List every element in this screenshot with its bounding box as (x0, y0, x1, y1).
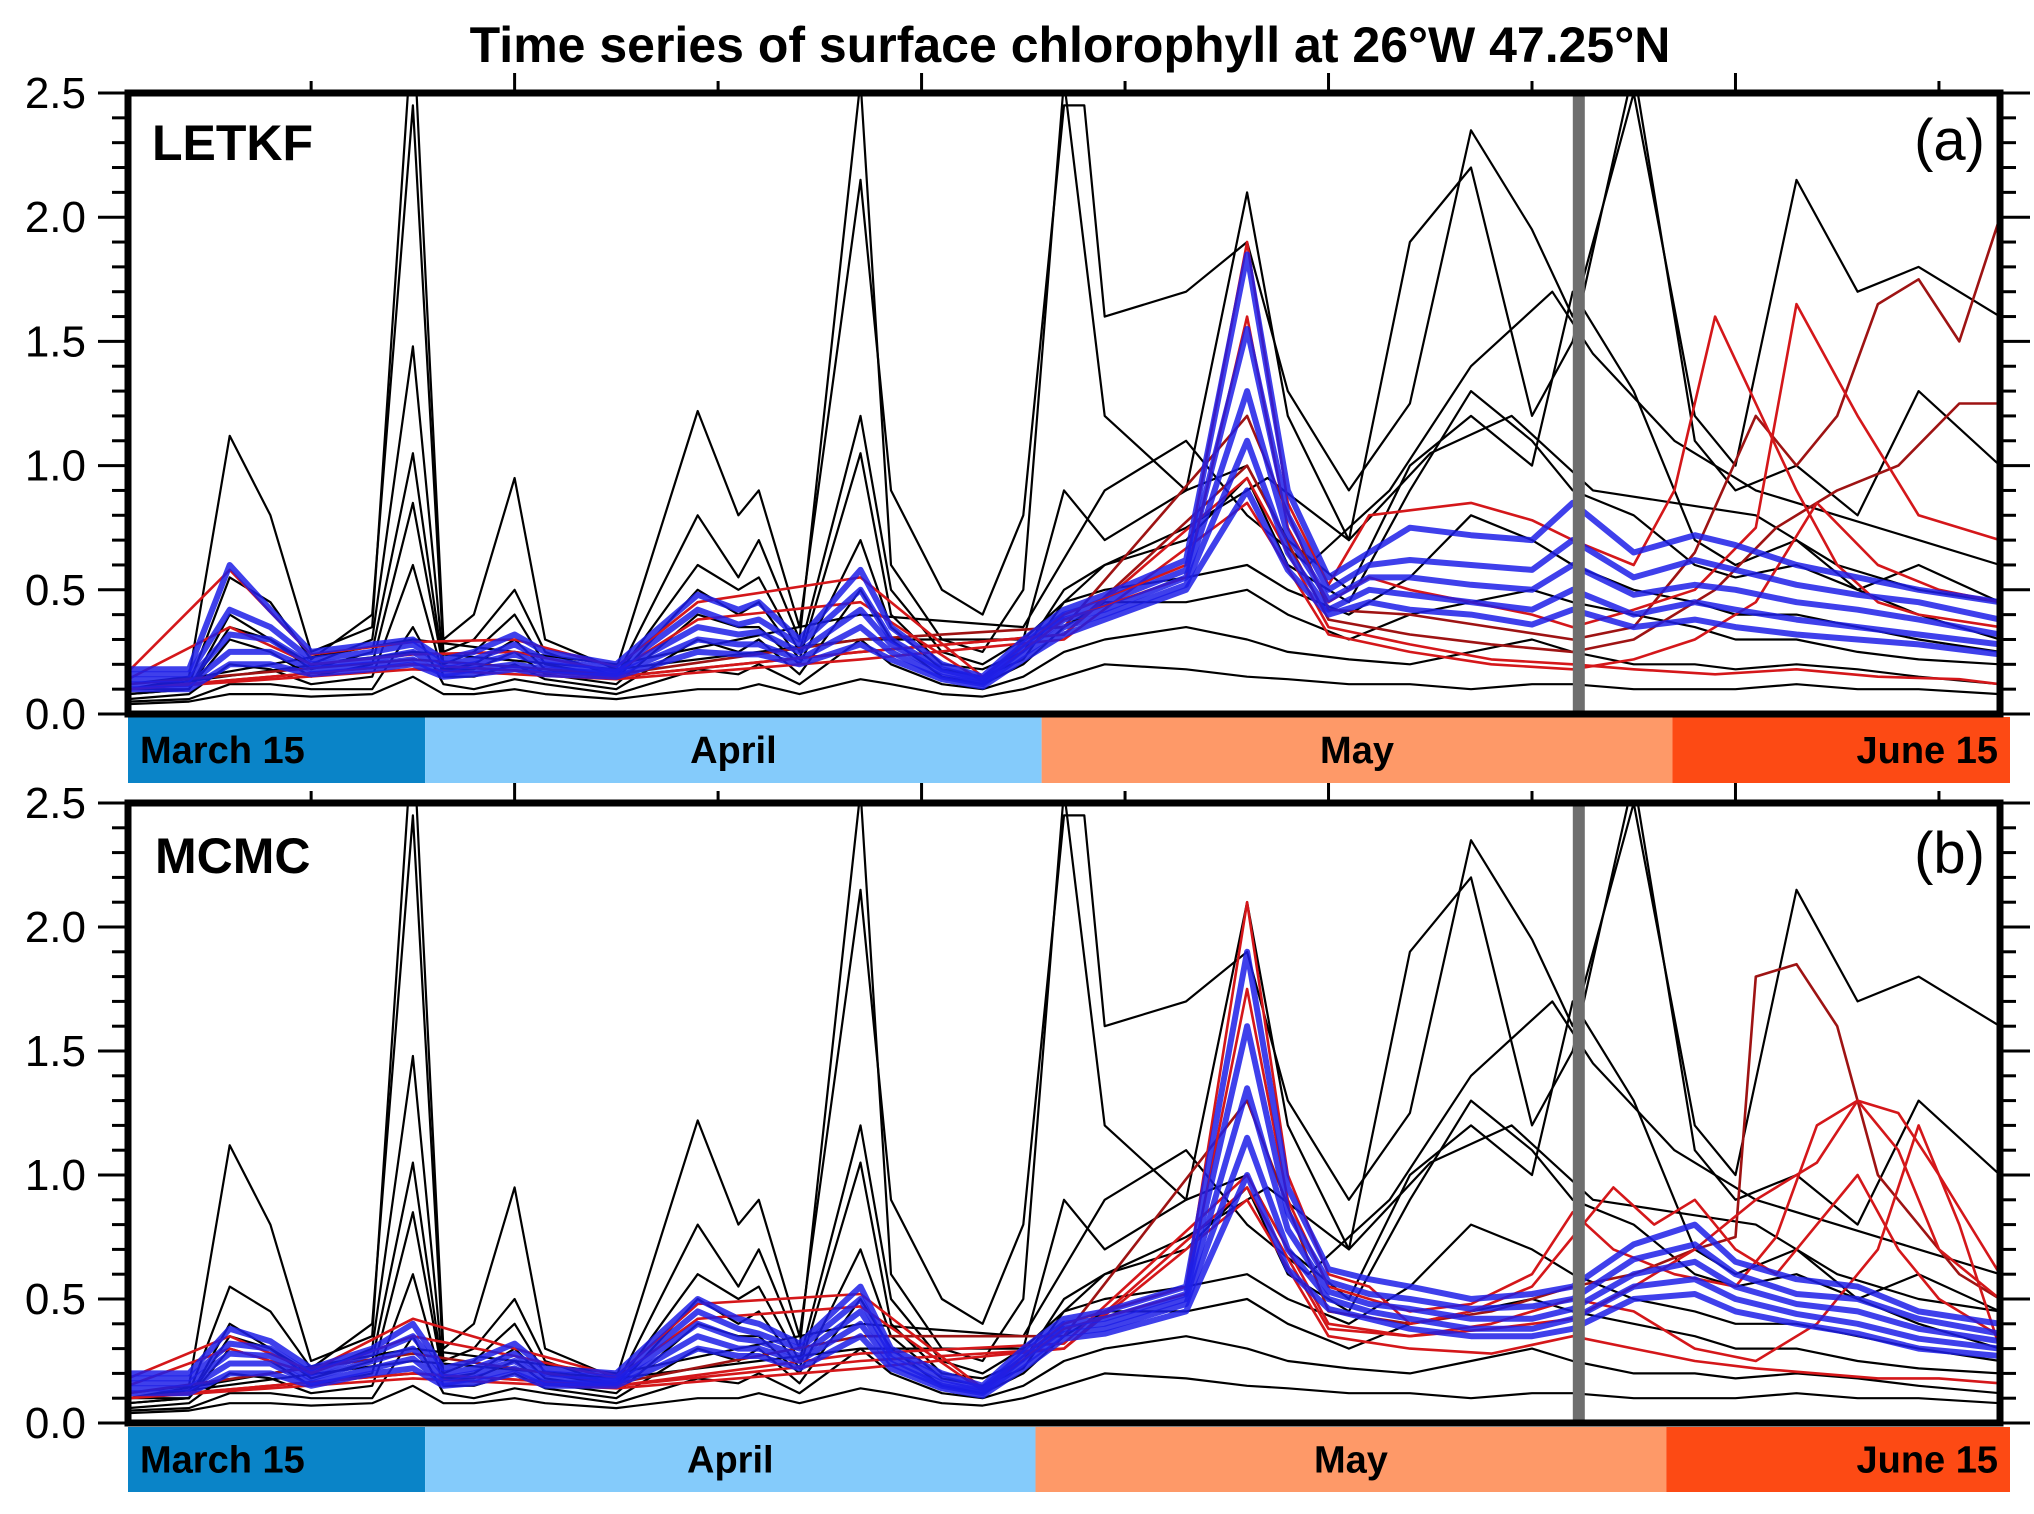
traces-b (128, 803, 2000, 1415)
y-tick-label: 1.5 (25, 1027, 86, 1076)
panel-tag-b: (b) (1914, 821, 1985, 886)
series-line-analysis_red (128, 900, 2000, 1390)
axes-b: 0.0 0.5 1.0 1.5 2.0 2.5 (25, 779, 2030, 1448)
series-line-free_ensemble (128, 93, 2000, 691)
series-line-free_ensemble (128, 663, 2000, 706)
marker-line-b (1572, 803, 1585, 1423)
series-line-analysis_red (128, 476, 2000, 691)
month-segment-may (1035, 1427, 1667, 1492)
y-tick-label: 1.5 (25, 317, 86, 366)
panel-tag-a: (a) (1914, 108, 1985, 173)
y-tick-label: 0.0 (25, 1399, 86, 1448)
series-line-free_ensemble (128, 93, 2000, 686)
series-line-free_ensemble (128, 803, 2000, 1395)
y-tick-label: 2.0 (25, 903, 86, 952)
y-tick-label: 0.5 (25, 566, 86, 615)
panel-name-a: LETKF (152, 115, 313, 171)
series-line-analysis_blue (128, 1172, 2000, 1399)
series-line-analysis_darkred (128, 216, 2000, 686)
month-label: June 15 (1856, 730, 1998, 772)
month-segment-june-15 (1666, 1427, 2010, 1492)
y-tick-label: 1.0 (25, 1151, 86, 1200)
month-segment-june-15 (1672, 717, 2010, 783)
month-segment-april (425, 1427, 1036, 1492)
marker-line-a (1572, 93, 1585, 714)
y-tick-label: 2.5 (25, 779, 86, 828)
series-line-free_ensemble (128, 290, 2000, 691)
chart-title: Time series of surface chlorophyll at 26… (470, 17, 1671, 73)
marker-line (1572, 803, 1585, 1423)
month-bar-a: March 15 April May June 15 (128, 717, 2010, 783)
series-line-analysis_blue (128, 1085, 2000, 1394)
y-tick-label: 2.0 (25, 193, 86, 242)
month-segment-march-15 (128, 1427, 426, 1492)
y-tick-label: 0.0 (25, 690, 86, 739)
y-tick-label: 2.5 (25, 69, 86, 118)
series-line-free_ensemble (128, 1372, 2000, 1415)
month-label: May (1314, 1440, 1388, 1482)
month-label: April (690, 730, 777, 772)
series-line-free_ensemble (128, 1124, 2000, 1400)
series-line-analysis_red (128, 501, 2000, 691)
month-segment-march-15 (128, 717, 426, 783)
panel-a: March 15 April May June 15 0.0 0.5 1.0 1.5 2.0 2… (25, 69, 2030, 783)
traces-a (128, 93, 2000, 706)
month-label: May (1320, 730, 1394, 772)
y-tick-label: 1.0 (25, 442, 86, 491)
axes-a: 0.0 0.5 1.0 1.5 2.0 2.5 (25, 69, 2030, 739)
month-label: March 15 (140, 1440, 305, 1482)
plot-frame (124, 799, 2004, 1427)
marker-line (1572, 93, 1585, 714)
plot-frame (124, 89, 2004, 718)
series-line-analysis_red (128, 1198, 2000, 1400)
month-bar-b: March 15 April May June 15 (128, 1427, 2010, 1492)
series-line-free_ensemble (128, 1000, 2000, 1400)
panel-b: March 15 April May June 15 0.0 0.5 1.0 1.5 2.0 2… (25, 779, 2030, 1492)
y-tick-label: 0.5 (25, 1275, 86, 1324)
month-segment-may (1041, 717, 1673, 783)
series-line-free_ensemble (128, 390, 2000, 696)
series-line-analysis_blue (128, 487, 2000, 693)
month-segment-april (425, 717, 1042, 783)
month-label: June 15 (1856, 1440, 1998, 1482)
series-line-analysis_red (128, 1124, 2000, 1400)
month-label: April (687, 1440, 774, 1482)
panel-name-b: MCMC (155, 828, 311, 884)
month-label: March 15 (140, 730, 305, 772)
